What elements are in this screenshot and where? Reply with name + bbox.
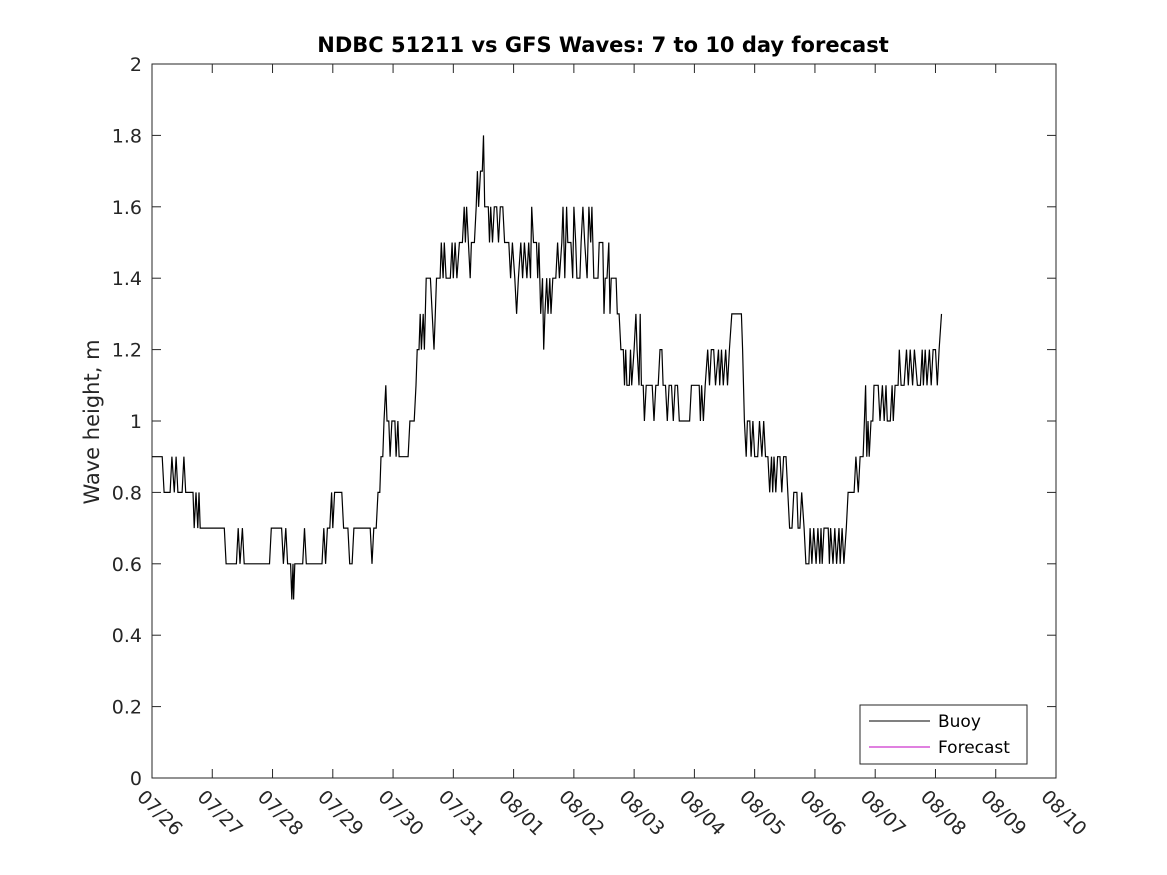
x-tick-label: 07/27 [193, 786, 247, 840]
x-tick-label: 07/28 [253, 786, 307, 840]
x-tick-label: 08/07 [856, 786, 910, 840]
legend-box [859, 704, 1028, 765]
x-tick-label: 08/06 [795, 786, 849, 840]
x-tick-label: 08/08 [916, 786, 970, 840]
x-tick-label: 07/29 [313, 786, 367, 840]
chart-title: NDBC 51211 vs GFS Waves: 7 to 10 day for… [317, 33, 888, 57]
legend-forecast-label: Forecast [938, 738, 1010, 758]
series-layer [152, 135, 943, 600]
x-tick-label: 08/05 [735, 786, 789, 840]
y-tick-label: 1.2 [112, 340, 142, 362]
y-axis-label: Wave height, m [80, 339, 104, 504]
y-tick-label: 1.4 [112, 268, 142, 290]
y-tick-label: 0 [130, 768, 142, 790]
y-tick-label: 1.6 [112, 197, 142, 219]
y-tick-label: 0.6 [112, 554, 142, 576]
y-tick-label: 1.8 [112, 125, 142, 147]
x-tick-label: 08/01 [494, 786, 548, 840]
x-tick-label: 07/26 [132, 786, 186, 840]
x-tick-label: 08/09 [976, 786, 1030, 840]
y-tick-label: 0.2 [112, 697, 142, 719]
x-tick-label: 08/10 [1036, 786, 1090, 840]
x-tick-label: 07/30 [374, 786, 428, 840]
y-tick-label: 0.8 [112, 482, 142, 504]
plot-area [151, 63, 1057, 779]
legend: Buoy Forecast [859, 704, 1028, 765]
x-tick-label: 08/02 [554, 786, 608, 840]
y-tick-label: 0.4 [112, 625, 142, 647]
y-axis-ticks: 0 0.2 0.4 0.6 0.8 1 1.2 1.4 1.6 1.8 2 [112, 54, 1056, 790]
series-line-buoy [152, 135, 943, 600]
legend-buoy-label: Buoy [938, 712, 981, 732]
y-tick-label: 2 [130, 54, 142, 76]
x-tick-label: 08/04 [675, 786, 729, 840]
x-tick-label: 07/31 [434, 786, 488, 840]
x-tick-label: 08/03 [615, 786, 669, 840]
y-tick-label: 1 [130, 411, 142, 433]
